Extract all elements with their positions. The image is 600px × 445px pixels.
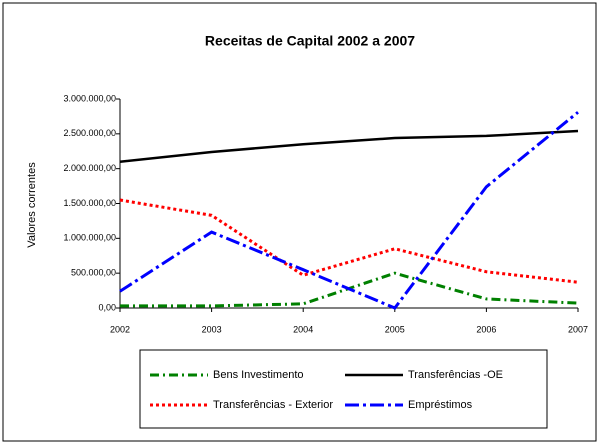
x-tick-label: 2007 xyxy=(568,324,588,334)
y-tick-label: 3.000.000,00 xyxy=(63,93,116,103)
x-tick-label: 2003 xyxy=(202,324,222,334)
x-tick-label: 2005 xyxy=(385,324,405,334)
x-tick-label: 2004 xyxy=(293,324,313,334)
y-tick-label: 2.000.000,00 xyxy=(63,163,116,173)
legend-label: Bens Investimento xyxy=(213,369,304,381)
x-tick-label: 2002 xyxy=(110,324,130,334)
x-tick-label: 2006 xyxy=(476,324,496,334)
legend-label: Transferências -OE xyxy=(408,369,503,381)
y-tick-label: 0,00 xyxy=(98,302,116,312)
legend-box xyxy=(139,349,548,429)
chart-title: Receitas de Capital 2002 a 2007 xyxy=(205,33,415,49)
y-tick-label: 1.000.000,00 xyxy=(63,233,116,243)
series-line xyxy=(119,129,579,163)
series-line xyxy=(119,111,579,310)
legend-label: Empréstimos xyxy=(408,399,473,411)
legend-label: Transferências - Exterior xyxy=(213,399,333,411)
y-tick-label: 1.500.000,00 xyxy=(63,198,116,208)
y-axis-title: Valores correntes xyxy=(26,162,38,248)
y-tick-label: 2.500.000,00 xyxy=(63,128,116,138)
y-tick-label: 500.000,00 xyxy=(71,268,116,278)
